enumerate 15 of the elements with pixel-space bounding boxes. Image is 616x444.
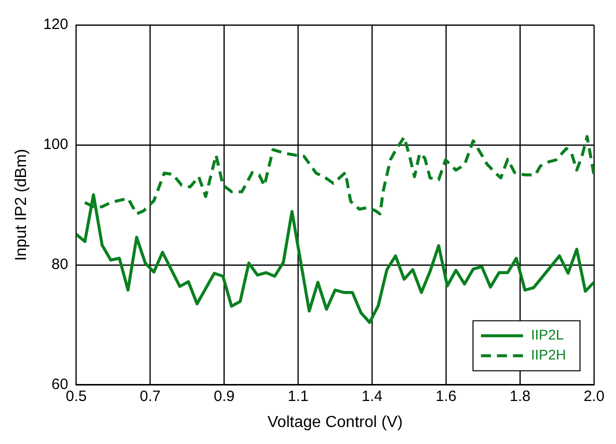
y-tick-label: 80 xyxy=(52,256,68,274)
x-axis-title: Voltage Control (V) xyxy=(268,414,403,431)
y-tick-label: 100 xyxy=(43,136,68,154)
x-tick-label: 0.5 xyxy=(66,388,87,405)
x-tick-label: 1.6 xyxy=(436,388,456,405)
x-tick-label: 1.1 xyxy=(288,388,309,405)
x-tick-label: 0.7 xyxy=(140,388,161,405)
y-tick-label: 120 xyxy=(43,16,68,34)
x-tick-label: 1.8 xyxy=(510,388,530,405)
x-tick-label: 2.0 xyxy=(584,388,604,405)
legend-label: IIP2H xyxy=(530,346,566,363)
x-tick-label: 0.9 xyxy=(214,388,235,405)
legend-label: IIP2L xyxy=(530,326,564,343)
y-axis-title: Input IP2 (dBm) xyxy=(13,148,30,261)
x-tick-label: 1.4 xyxy=(362,388,383,405)
